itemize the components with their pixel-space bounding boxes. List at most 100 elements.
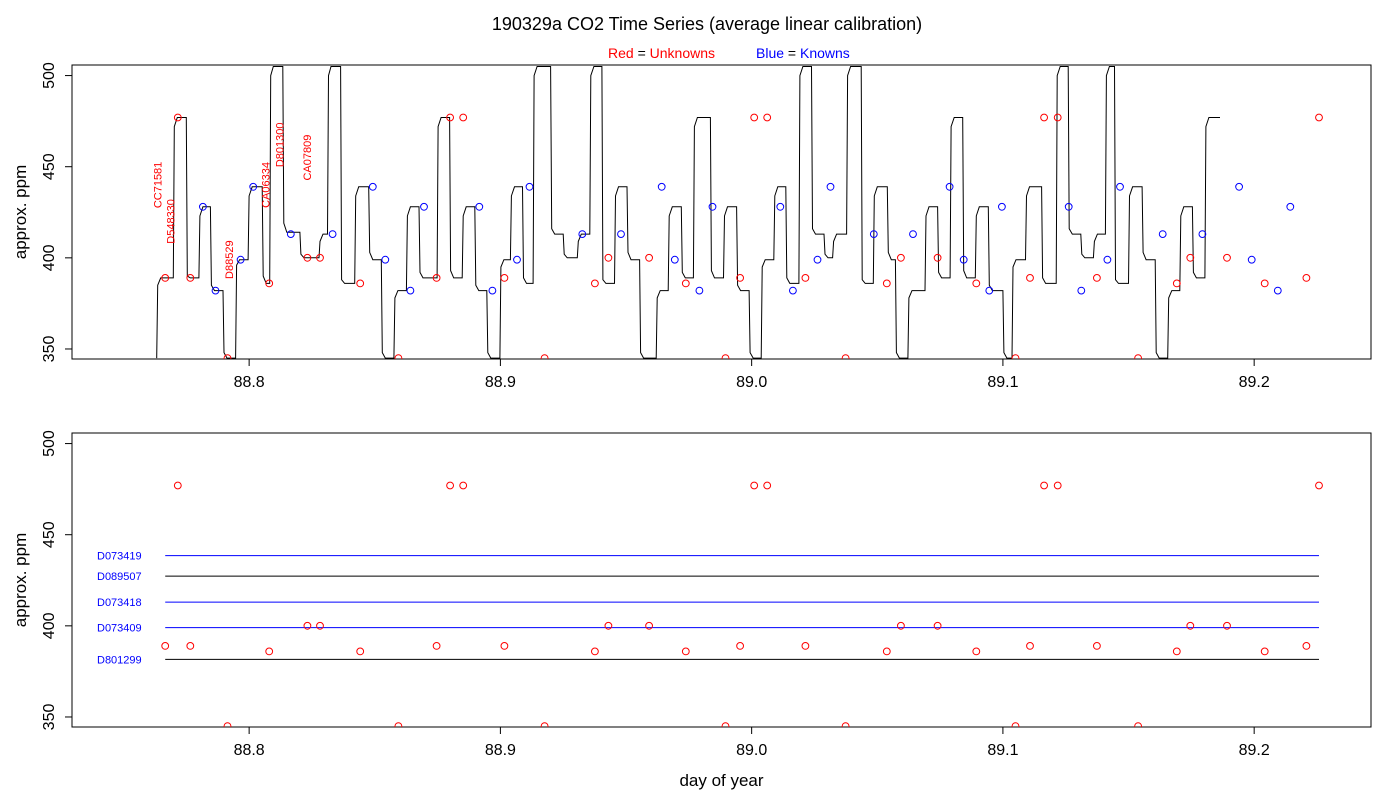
top-unknowns-point: [591, 279, 599, 288]
top-knowns-point: [1103, 255, 1112, 264]
sample-annotation-D801300: D801300: [274, 123, 286, 168]
top-unknowns-point: [801, 274, 810, 282]
reference-label-D089507: D089507: [97, 571, 142, 583]
bottom-x-tick-label: 89.1: [987, 742, 1018, 759]
bottom-unknowns-point: [801, 642, 810, 650]
top-unknowns-point: [1260, 279, 1269, 288]
top-unknowns-point: [604, 253, 613, 262]
top-knowns-point: [985, 286, 994, 295]
sample-annotation-CA06334: CA06334: [261, 162, 273, 208]
bottom-y-tick-label: 400: [41, 612, 58, 639]
top-knowns-point: [236, 255, 245, 264]
top-y-tick-label: 400: [41, 244, 58, 271]
top-unknowns-point: [186, 274, 195, 282]
bottom-x-tick-label: 88.9: [485, 742, 516, 759]
top-knowns-point: [998, 202, 1006, 211]
bottom-unknowns-point: [540, 722, 549, 727]
top-unknowns-point: [540, 354, 549, 359]
bottom-x-tick-label: 89.2: [1239, 742, 1270, 759]
top-unknowns-point: [432, 274, 441, 282]
bottom-unknowns-point: [432, 642, 441, 650]
top-unknowns-point: [316, 253, 324, 262]
bottom-unknowns-point: [736, 642, 744, 650]
top-knowns-point: [708, 202, 717, 211]
top-knowns-point: [826, 182, 835, 191]
top-unknowns-point: [645, 253, 653, 262]
bottom-unknowns-point: [1302, 642, 1311, 650]
top-knowns-point: [670, 255, 679, 264]
bottom-unknowns-point: [750, 481, 759, 490]
top-knowns-point: [328, 230, 337, 239]
bottom-unknowns-point: [1260, 647, 1269, 656]
bottom-unknowns-point: [223, 722, 232, 727]
top-x-tick-label: 88.8: [234, 374, 265, 391]
bottom-unknowns-point: [1011, 722, 1020, 727]
bottom-unknowns-point: [763, 481, 772, 490]
bottom-unknowns-point: [972, 647, 981, 656]
top-knowns-point: [368, 182, 377, 191]
bottom-y-tick-label: 500: [41, 430, 58, 457]
top-unknowns-point: [394, 354, 403, 359]
top-x-tick-label: 89.2: [1239, 374, 1270, 391]
top-knowns-point: [475, 202, 484, 211]
bottom-unknowns-point: [591, 647, 599, 656]
bottom-unknowns-point: [446, 481, 455, 490]
top-knowns-point: [420, 202, 428, 211]
top-knowns-point: [1286, 202, 1295, 211]
bottom-unknowns-point: [681, 647, 690, 656]
top-unknowns-point: [161, 274, 170, 282]
sample-annotation-CA07809: CA07809: [302, 135, 314, 181]
top-knowns-point: [695, 286, 704, 295]
top-unknowns-point: [897, 253, 905, 262]
top-y-tick-label: 450: [41, 153, 58, 180]
bottom-unknowns-point: [316, 621, 324, 630]
top-unknowns-point: [1172, 279, 1181, 288]
top-y-axis-label: approx. ppm: [11, 165, 30, 260]
top-knowns-point: [1077, 286, 1086, 295]
top-unknowns-point: [1026, 274, 1034, 282]
sample-annotation-D548330: D548330: [166, 199, 178, 244]
reference-label-D801299: D801299: [97, 654, 142, 666]
top-unknowns-point: [459, 113, 468, 122]
top-knowns-point: [525, 182, 534, 191]
bottom-unknowns-point: [882, 647, 891, 656]
bottom-unknowns-point: [604, 621, 613, 630]
top-knowns-point: [1247, 255, 1256, 264]
top-knowns-point: [1116, 182, 1124, 191]
top-knowns-point: [1198, 230, 1207, 239]
chart-title: 190329a CO2 Time Series (average linear …: [492, 14, 922, 34]
reference-label-D073409: D073409: [97, 623, 142, 635]
bottom-unknowns-point: [186, 642, 195, 650]
top-knowns-point: [1235, 182, 1243, 191]
sample-annotation-CC71581: CC71581: [153, 162, 165, 208]
top-unknowns-point: [933, 253, 942, 262]
bottom-panel: 88.8 88.9 89.0 89.1 89.2 350 400 450 500 approx. …: [11, 430, 1372, 790]
top-unknowns-point: [1040, 113, 1048, 122]
co2-trace-line: [156, 66, 1220, 359]
bottom-unknowns-point: [265, 647, 274, 656]
bottom-unknowns-point: [303, 621, 312, 630]
bottom-unknowns-point: [1053, 481, 1062, 490]
bottom-unknowns-point: [1172, 647, 1181, 656]
top-unknowns-point: [173, 113, 182, 122]
top-unknowns-point: [303, 253, 312, 262]
top-y-tick-label: 350: [41, 336, 58, 363]
top-knowns-point: [959, 255, 968, 264]
bottom-y-tick-label: 350: [41, 704, 58, 731]
top-unknowns-point: [1302, 274, 1311, 282]
top-unknowns-point: [223, 354, 232, 359]
top-unknowns-point: [882, 279, 891, 288]
top-knowns-point: [286, 230, 295, 239]
top-knowns-point: [578, 230, 587, 239]
bottom-unknowns-point: [1186, 621, 1195, 630]
top-knowns-point: [789, 286, 797, 295]
top-unknowns-point: [972, 279, 981, 288]
top-knowns-point: [381, 255, 390, 264]
top-unknowns-point: [1093, 274, 1101, 282]
bottom-x-tick-label: 89.0: [736, 742, 767, 759]
top-knowns-point: [813, 255, 822, 264]
bottom-unknowns-point: [394, 722, 403, 727]
top-unknowns-point: [446, 113, 455, 122]
bottom-unknowns-point: [841, 722, 850, 727]
